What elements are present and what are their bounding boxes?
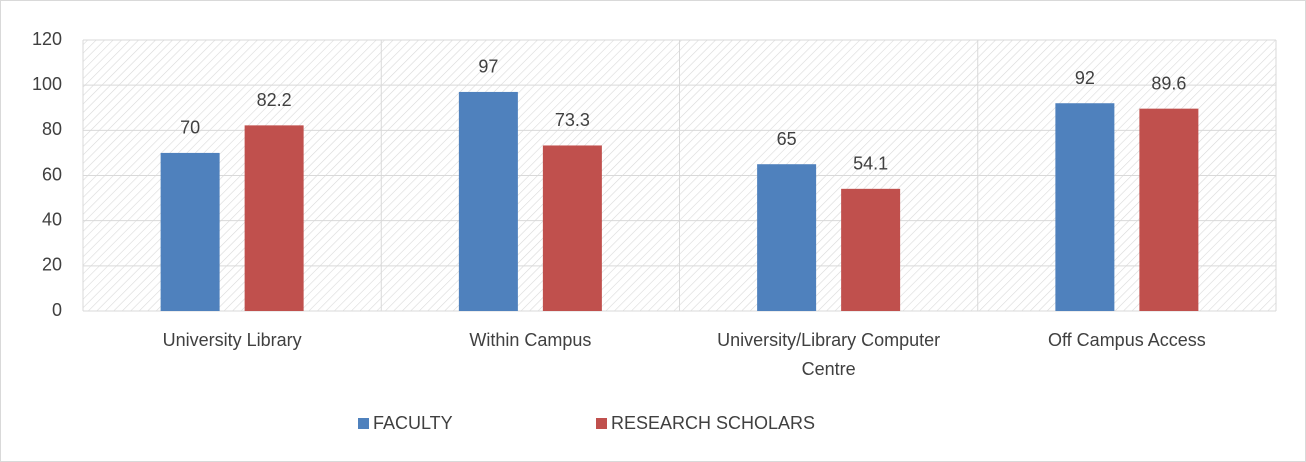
legend-swatch: [358, 418, 369, 429]
bar: [1139, 108, 1199, 311]
bar: [542, 145, 602, 311]
data-label: 89.6: [1151, 73, 1186, 93]
bar: [458, 91, 518, 311]
legend-swatch: [596, 418, 607, 429]
data-label: 82.2: [257, 90, 292, 110]
x-tick-label: Within Campus: [469, 330, 592, 350]
y-tick-label: 20: [42, 255, 62, 275]
y-tick-label: 120: [32, 29, 62, 49]
x-tick-label: Off Campus Access: [1048, 330, 1206, 350]
data-label: 73.3: [555, 110, 590, 130]
data-label: 92: [1075, 68, 1095, 88]
data-label: 70: [180, 118, 200, 138]
bar: [160, 152, 220, 311]
y-tick-label: 40: [42, 209, 62, 229]
bar: [1055, 103, 1115, 311]
y-tick-label: 0: [52, 300, 62, 320]
data-label: 97: [478, 57, 498, 77]
x-tick-label: University/Library Computer Centre: [717, 330, 941, 379]
legend-label: RESEARCH SCHOLARS: [611, 413, 815, 433]
bar: [841, 188, 901, 311]
legend-label: FACULTY: [373, 413, 453, 433]
bar: [244, 125, 304, 312]
data-label: 65: [777, 129, 797, 149]
y-tick-label: 100: [32, 74, 62, 94]
data-label: 54.1: [853, 154, 888, 174]
y-tick-label: 80: [42, 119, 62, 139]
y-tick-label: 60: [42, 164, 62, 184]
bar: [757, 164, 817, 311]
x-tick-label: University Library: [162, 330, 302, 350]
